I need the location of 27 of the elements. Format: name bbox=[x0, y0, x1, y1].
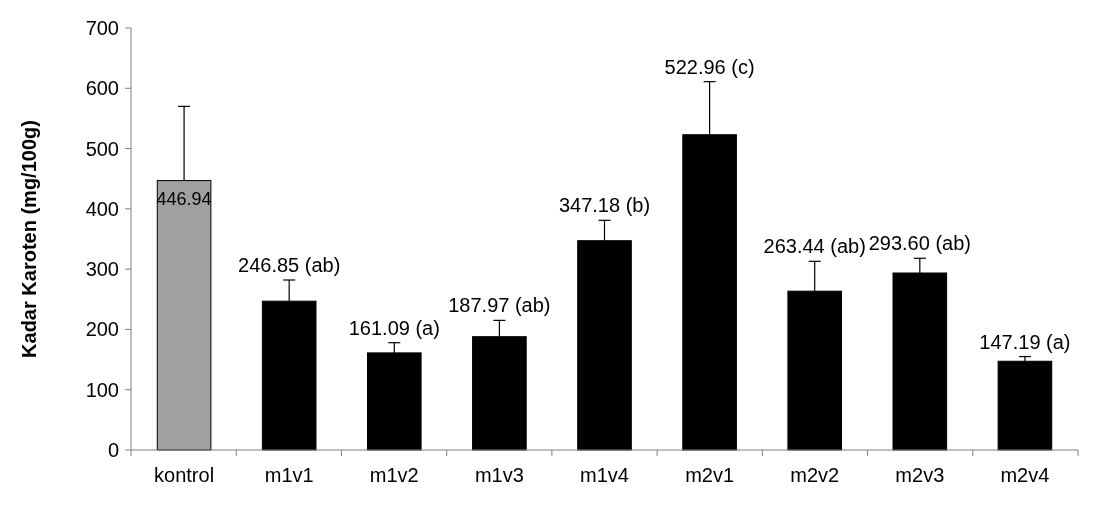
x-tick-label: m2v2 bbox=[790, 464, 840, 486]
x-tick-label: m1v2 bbox=[369, 464, 419, 486]
bar bbox=[997, 360, 1053, 451]
data-label: 161.09 (a) bbox=[348, 316, 440, 339]
data-label: 187.97 (ab) bbox=[448, 294, 551, 317]
y-tick-label: 200 bbox=[85, 318, 119, 341]
x-tick-label: m2v1 bbox=[685, 464, 735, 486]
data-label: 522.96 (c) bbox=[664, 55, 755, 78]
data-label: 263.44 (ab) bbox=[763, 235, 866, 258]
x-tick-label: m2v3 bbox=[895, 464, 945, 486]
y-axis-title: Kadar Karoten (mg/100g) bbox=[18, 120, 40, 358]
data-label: 293.60 (ab) bbox=[868, 232, 971, 255]
data-label: 246.85 (ab) bbox=[238, 253, 341, 276]
y-tick-label: 100 bbox=[85, 378, 119, 401]
x-tick-label: m1v4 bbox=[580, 464, 629, 486]
x-tick-label: m1v3 bbox=[474, 464, 524, 486]
x-tick-label: m2v4 bbox=[1000, 464, 1050, 486]
x-tick-label: m1v1 bbox=[264, 464, 314, 486]
y-tick-label: 0 bbox=[107, 439, 119, 461]
y-tick-label: 400 bbox=[85, 197, 119, 220]
data-label: 147.19 (a) bbox=[979, 330, 1071, 353]
data-label: 347.18 (b) bbox=[558, 194, 651, 217]
y-tick-label: 700 bbox=[85, 17, 119, 39]
y-tick-label: 300 bbox=[85, 258, 119, 281]
x-tick-label: kontrol bbox=[154, 464, 215, 486]
y-tick-label: 500 bbox=[85, 137, 119, 160]
y-tick-label: 600 bbox=[85, 77, 119, 100]
